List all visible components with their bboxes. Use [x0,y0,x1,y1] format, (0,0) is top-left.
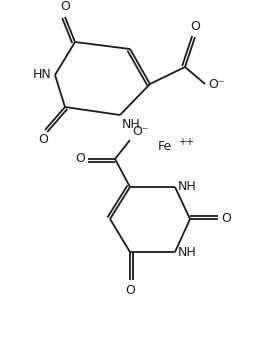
Text: O: O [75,152,85,165]
Text: O: O [38,133,48,146]
Text: NH: NH [178,245,197,258]
Text: HN: HN [33,68,52,81]
Text: O: O [125,284,135,297]
Text: NH: NH [178,181,197,194]
Text: O: O [60,0,70,13]
Text: O⁻: O⁻ [132,125,148,138]
Text: ++: ++ [178,137,194,147]
Text: Fe: Fe [158,140,172,153]
Text: O: O [221,212,231,226]
Text: O⁻: O⁻ [208,77,224,90]
Text: NH: NH [122,118,141,131]
Text: O: O [190,20,200,33]
